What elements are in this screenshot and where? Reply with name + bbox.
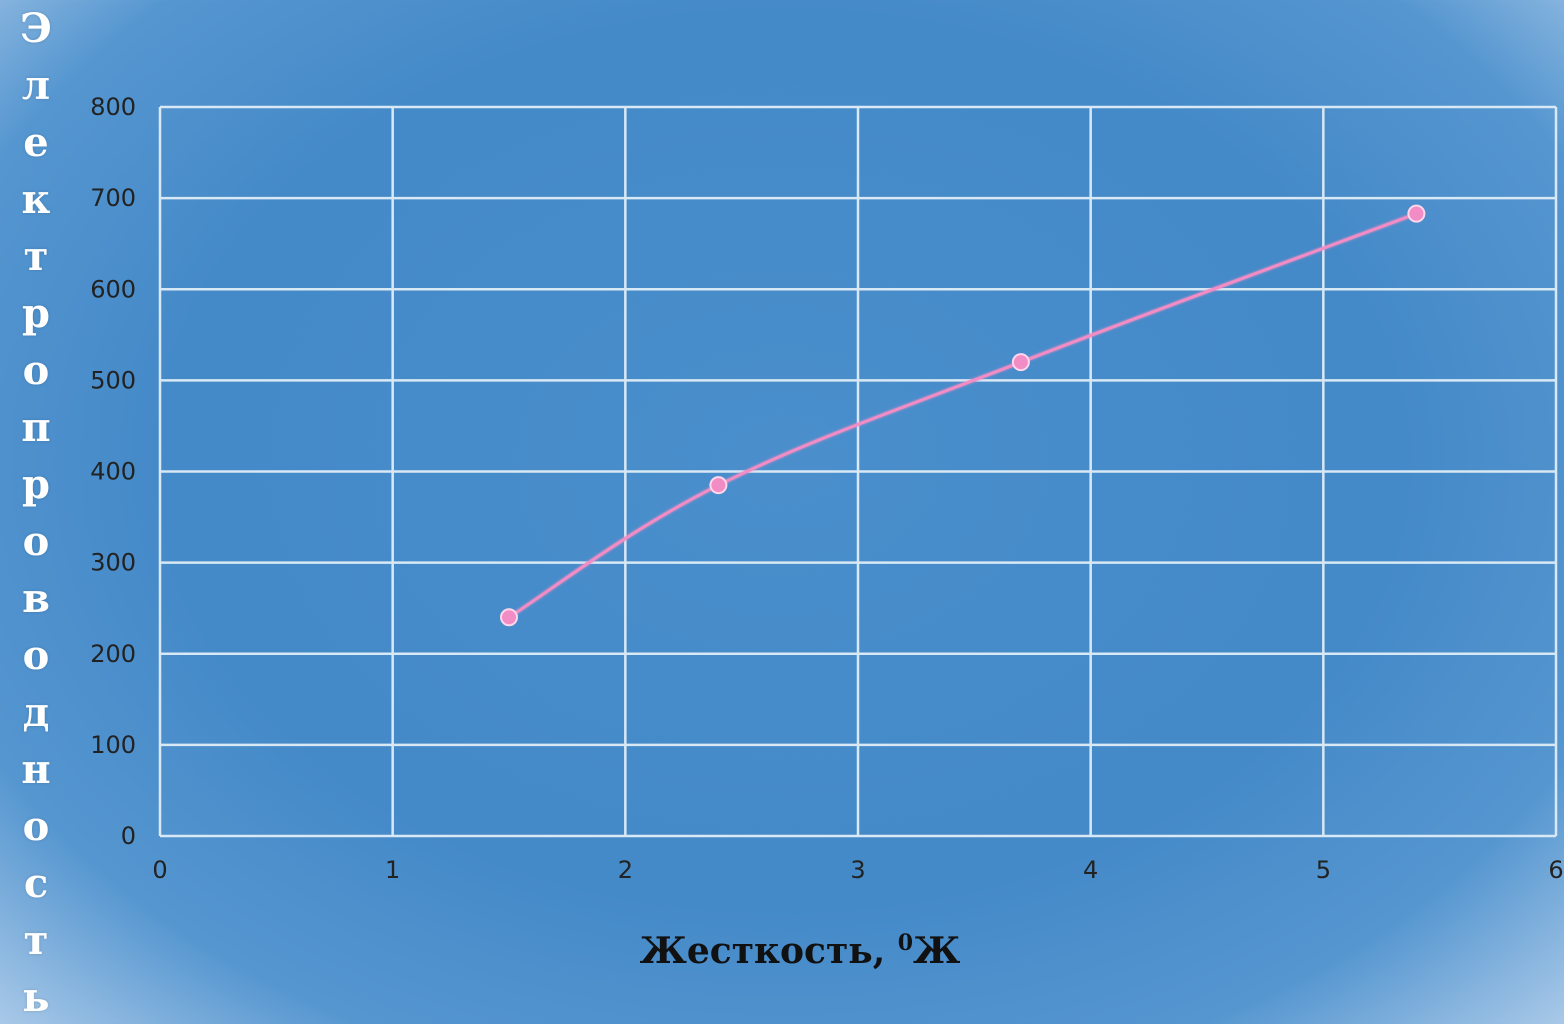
y-axis-label-letter: с xyxy=(23,860,49,907)
series xyxy=(500,204,1426,627)
x-tick-label-6: 6 xyxy=(1548,856,1563,884)
tick-labels: 0 1 2 3 4 5 6 0 100 200 300 400 500 600 700 800 xyxy=(90,93,1563,884)
y-axis-label-letter: д xyxy=(22,689,50,736)
y-axis-label-letter: о xyxy=(22,347,50,394)
x-tick-label-2: 2 xyxy=(618,856,633,884)
y-axis-label-letter: н xyxy=(21,746,51,793)
data-point-0-0 xyxy=(500,608,518,627)
data-point-0-3 xyxy=(1407,204,1426,223)
y-axis-label-letter: т xyxy=(23,233,49,280)
x-tick-label-0: 0 xyxy=(152,856,167,884)
y-tick-label-0: 0 xyxy=(121,822,136,850)
y-axis-label-letter: к xyxy=(21,176,51,223)
y-axis-label-letter: р xyxy=(22,290,50,337)
y-axis-label-letter: т xyxy=(23,917,49,964)
y-tick-label-800: 800 xyxy=(90,93,136,121)
x-axis-label-superscript: 0 xyxy=(897,930,914,956)
grid xyxy=(158,105,1558,838)
y-axis-label-letter: р xyxy=(22,461,50,508)
y-tick-label-200: 200 xyxy=(90,640,136,668)
y-axis-label-letter: ь xyxy=(22,974,50,1021)
x-axis-label-text: Жесткость, xyxy=(639,930,898,972)
x-tick-label-3: 3 xyxy=(850,856,865,884)
y-tick-label-500: 500 xyxy=(90,366,136,394)
y-tick-label-400: 400 xyxy=(90,458,136,486)
y-axis-label-letter: л xyxy=(21,62,51,109)
y-tick-label-100: 100 xyxy=(90,731,136,759)
data-point-0-1 xyxy=(709,476,728,495)
y-axis-label-letter: о xyxy=(22,803,50,850)
y-axis-label-letter: Э xyxy=(20,5,52,52)
x-axis-label: Жесткость, 0Ж xyxy=(0,930,1564,972)
y-tick-label-600: 600 xyxy=(90,275,136,303)
series-line-0 xyxy=(508,212,1417,619)
y-axis-label-letter: о xyxy=(22,518,50,565)
y-axis-label-letter: е xyxy=(23,119,49,166)
x-tick-label-1: 1 xyxy=(385,856,400,884)
x-axis-label-unit: Ж xyxy=(913,930,961,972)
y-tick-label-300: 300 xyxy=(90,549,136,577)
x-tick-label-4: 4 xyxy=(1083,856,1098,884)
data-point-0-2 xyxy=(1011,353,1030,372)
y-axis-label-letter: о xyxy=(22,632,50,679)
y-axis-label-letter: п xyxy=(21,404,51,451)
y-axis-label-letter: в xyxy=(22,575,50,622)
x-tick-label-5: 5 xyxy=(1316,856,1331,884)
y-tick-label-700: 700 xyxy=(90,184,136,212)
